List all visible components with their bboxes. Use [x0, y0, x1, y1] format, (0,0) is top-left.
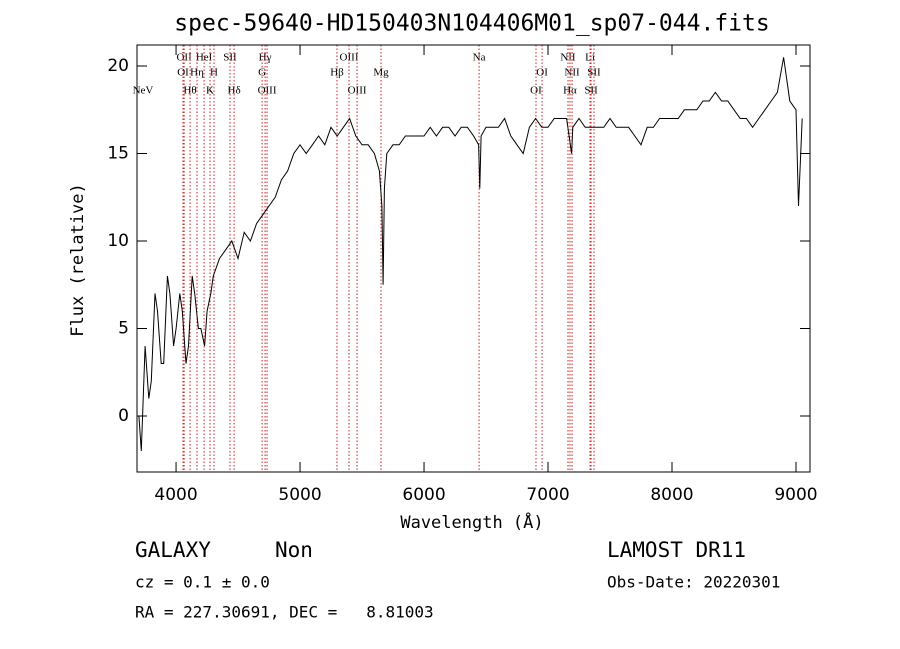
subclass: Non: [275, 538, 313, 562]
line-label: OIII: [340, 52, 359, 64]
line-label: Mg: [373, 67, 389, 79]
line-label: OI: [530, 85, 542, 97]
class: GALAXY: [135, 538, 211, 562]
line-label: Hβ: [330, 67, 344, 79]
line-label: Hδ: [228, 85, 241, 97]
x-axis-label: Wavelength (Å): [400, 511, 543, 533]
x-tick-label: 5000: [278, 485, 321, 505]
line-label: HeI: [196, 52, 213, 64]
y-tick-label: 15: [107, 144, 129, 164]
line-label: NeV: [133, 85, 154, 97]
x-tick-label: 6000: [402, 485, 445, 505]
line-label: NII: [560, 52, 576, 64]
line-label: SII: [587, 67, 601, 79]
line-label: Na: [473, 52, 486, 64]
line-label: OI: [177, 67, 189, 79]
y-tick-label: 20: [107, 56, 129, 76]
y-tick-label: 0: [118, 406, 129, 426]
x-tick-label: 7000: [526, 485, 569, 505]
line-label: Hη: [190, 67, 204, 79]
spectrum-line: [138, 57, 803, 452]
survey: LAMOST DR11: [607, 538, 746, 562]
line-label: SII: [223, 52, 237, 64]
redshift: cz = 0.1 ± 0.0: [135, 573, 270, 592]
line-label: OI: [536, 67, 548, 79]
line-label: H: [210, 67, 218, 79]
line-label: OIII: [348, 85, 367, 97]
coordinates: RA = 227.30691, DEC = 8.81003: [135, 603, 434, 622]
line-label: Li: [585, 52, 595, 64]
line-label: OIII: [258, 85, 277, 97]
line-label: K: [206, 85, 214, 97]
line-label: NII: [564, 67, 580, 79]
x-tick-label: 9000: [774, 485, 817, 505]
y-tick-label: 5: [118, 319, 129, 339]
x-tick-label: 4000: [154, 485, 197, 505]
line-label: G: [258, 67, 266, 79]
x-tick-label: 8000: [650, 485, 693, 505]
obs-date: Obs-Date: 20220301: [607, 573, 780, 592]
line-label: OII: [176, 52, 192, 64]
line-label: Hθ: [183, 85, 196, 97]
y-tick-label: 10: [107, 231, 129, 251]
chart-title: spec-59640-HD150403N104406M01_sp07-044.f…: [174, 11, 769, 37]
plot-frame: [136, 44, 811, 473]
y-axis-label: Flux (relative): [68, 183, 88, 337]
line-label: Hγ: [259, 52, 272, 64]
line-label: SII: [584, 85, 598, 97]
line-label: Hα: [563, 85, 577, 97]
